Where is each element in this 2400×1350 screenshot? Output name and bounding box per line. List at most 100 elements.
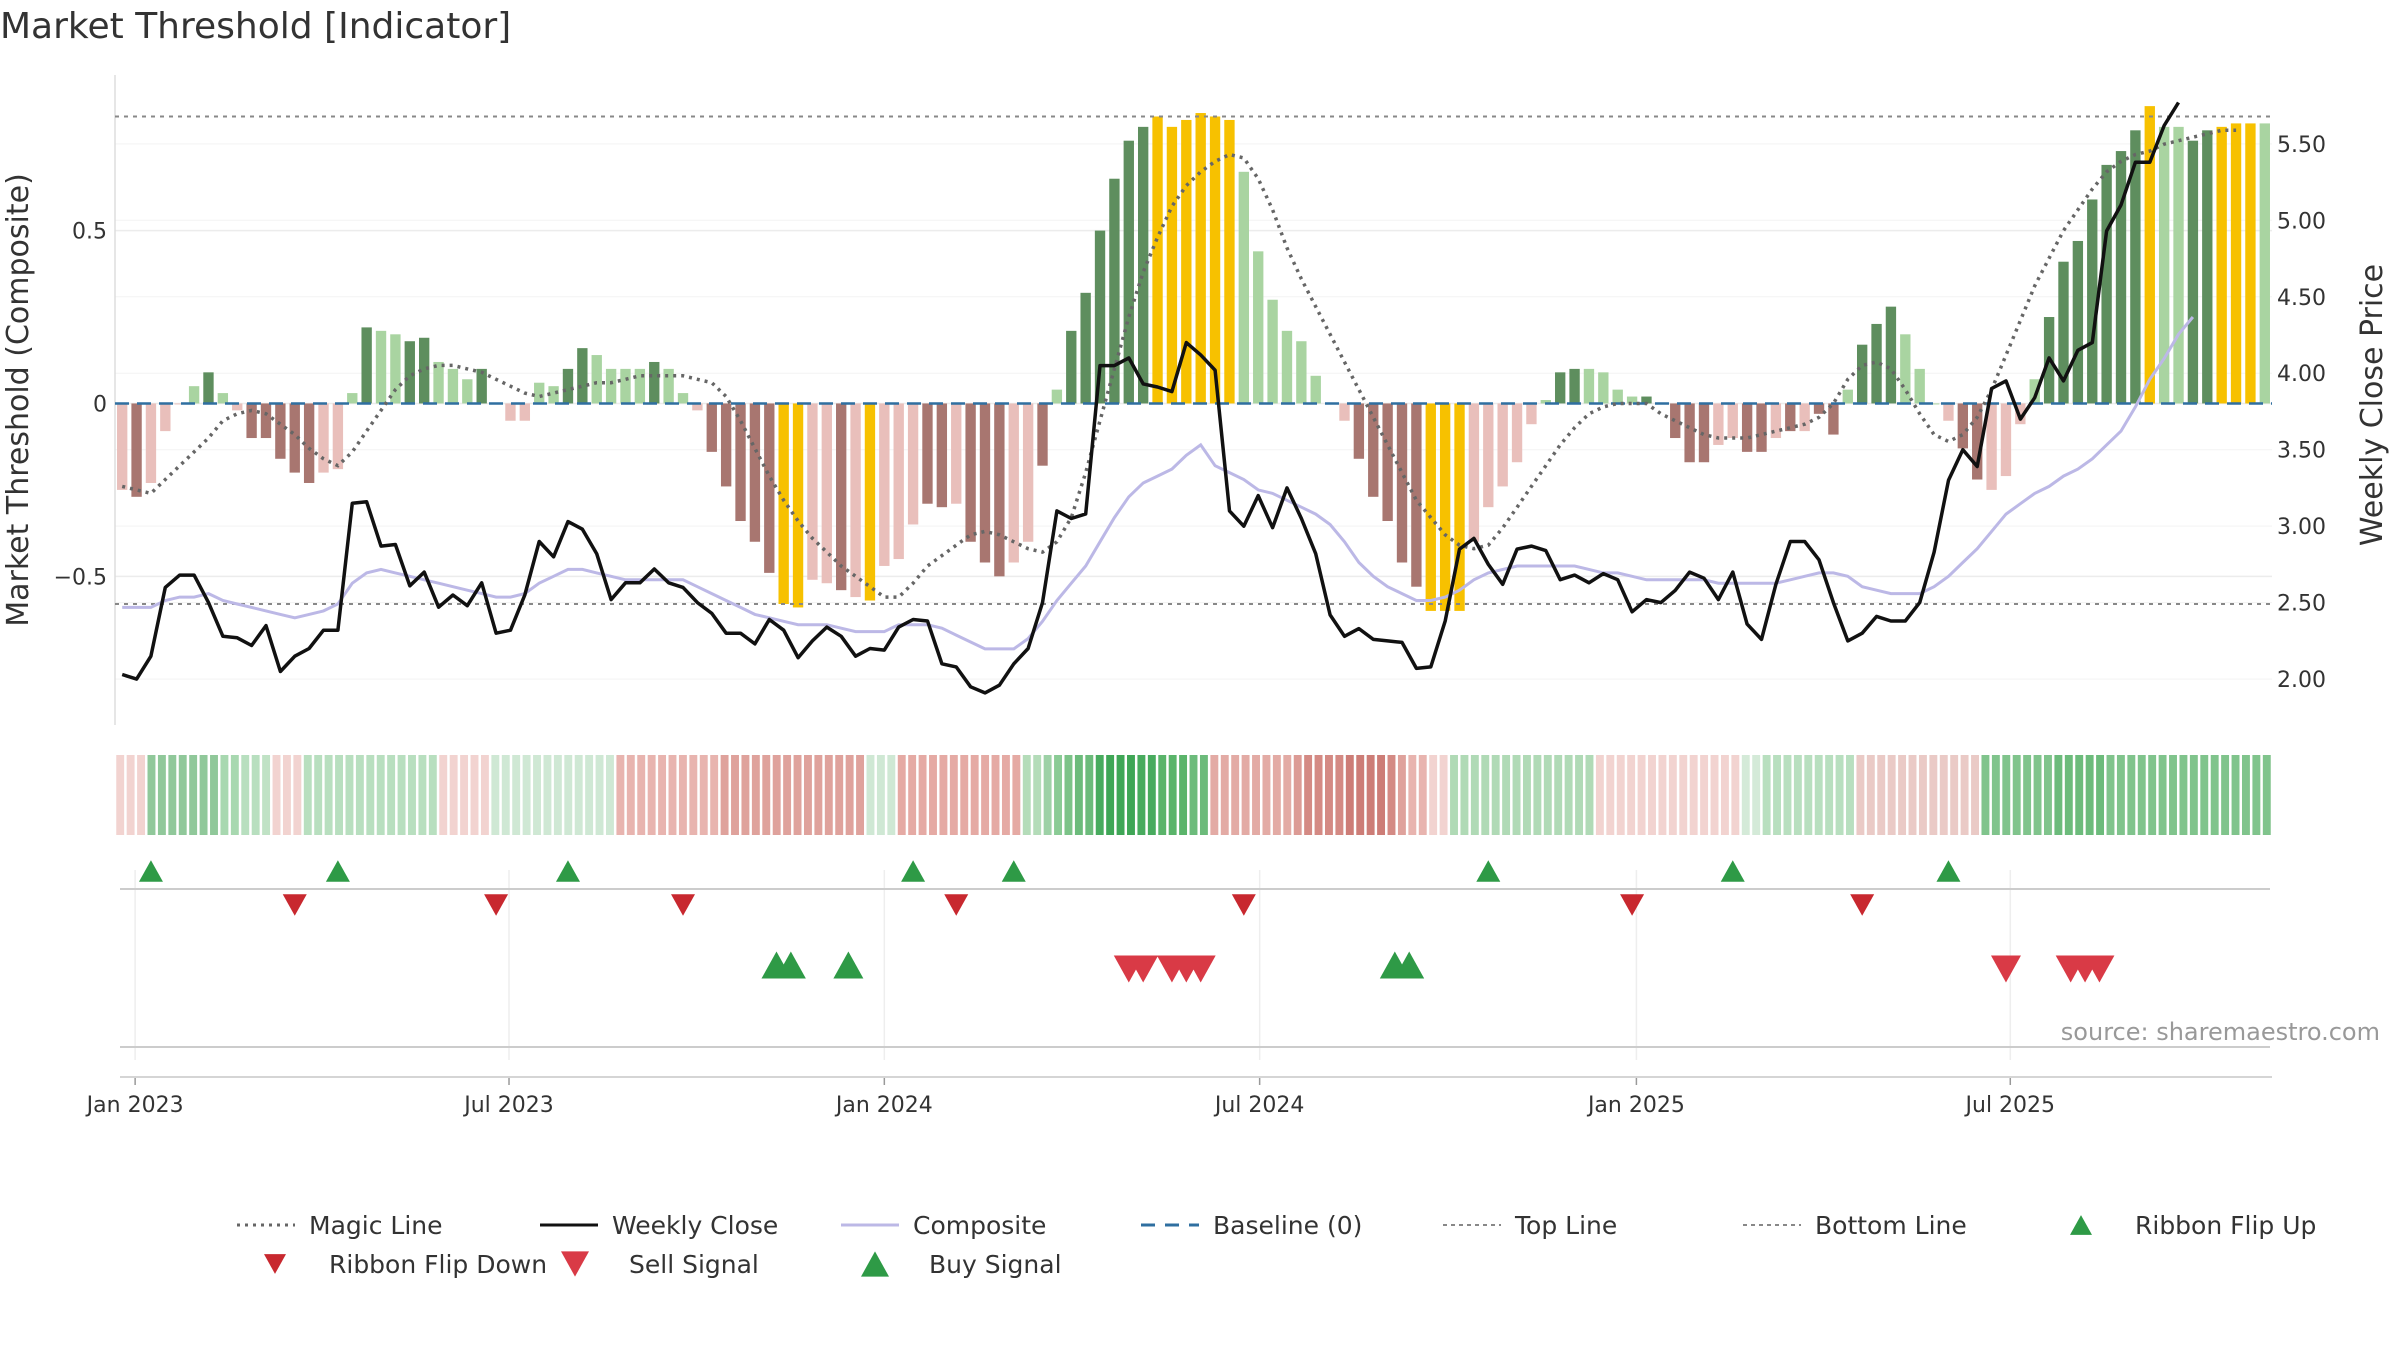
ribbon-cell (2106, 755, 2115, 835)
composite-bar (476, 368, 487, 404)
ribbon-cell (835, 755, 844, 835)
ribbon-cell (1700, 755, 1709, 835)
ribbon-cell (1252, 755, 1260, 835)
composite-bar (1051, 389, 1063, 404)
ribbon-cell (1168, 755, 1177, 835)
ribbon-flip-down-marker (944, 894, 969, 916)
composite-bar (1296, 341, 1307, 404)
ribbon-cell (2169, 755, 2177, 835)
ribbon-cell (408, 755, 416, 835)
ribbon-cell (856, 755, 865, 835)
ribbon-cell (2252, 755, 2261, 835)
composite-bar (303, 403, 315, 483)
ribbon-cell (345, 755, 354, 835)
ribbon-cell (1074, 755, 1083, 835)
composite-bar (1253, 251, 1264, 404)
legend-item: Ribbon Flip Down (264, 1250, 547, 1279)
y-axis-label: Market Threshold (Composite) (1, 173, 36, 627)
ribbon-cell (1929, 755, 1938, 835)
composite-bar (2029, 379, 2040, 404)
composite-bar (1123, 140, 1134, 404)
ribbon-cell (595, 755, 604, 835)
ribbon-cell (1637, 755, 1646, 835)
ribbon-cell (876, 755, 885, 835)
composite-bar (2187, 140, 2199, 404)
ribbon-cell (1564, 755, 1573, 835)
legend-item: Composite (841, 1211, 1046, 1240)
ribbon-cell (1043, 755, 1052, 835)
legend-item: Sell Signal (561, 1250, 759, 1279)
legend-label: Ribbon Flip Up (2135, 1211, 2316, 1240)
legend-swatch (561, 1251, 589, 1277)
ribbon-flip-down-marker (282, 894, 307, 916)
composite-bar (404, 341, 415, 404)
composite-bar (2087, 199, 2098, 404)
ribbon-cell (1616, 755, 1625, 835)
ribbon-cell (1439, 755, 1448, 835)
ribbon-cell (387, 755, 396, 835)
ribbon-cell (2085, 755, 2094, 835)
ribbon-flip-down-marker (1850, 894, 1875, 916)
ribbon-cell (2200, 755, 2209, 835)
y2-axis-label: Weekly Close Price (2355, 264, 2390, 546)
composite-bar (1900, 334, 1911, 404)
ribbon-cell (303, 755, 312, 835)
ribbon-cell (1668, 755, 1677, 835)
composite-bar (1238, 171, 1250, 404)
legend-label: Bottom Line (1815, 1211, 1967, 1240)
ribbon-cell (1387, 755, 1396, 835)
ribbon-cell (981, 755, 990, 835)
composite-bar (1626, 396, 1638, 404)
ribbon-cell (1325, 755, 1333, 835)
composite-bar (879, 403, 890, 566)
composite-bar (778, 403, 789, 604)
ribbon-cell (272, 755, 281, 835)
x-tick-label: Jan 2024 (834, 1093, 933, 1118)
ribbon-cell (1835, 755, 1844, 835)
ribbon-cell (553, 755, 562, 835)
ribbon-cell (1554, 755, 1563, 835)
composite-bar (275, 403, 286, 459)
composite-bar (433, 361, 444, 404)
composite-bar (1569, 368, 1580, 404)
composite-bar (332, 403, 344, 470)
ribbon-cell (220, 755, 229, 835)
ribbon-cell (1179, 755, 1188, 835)
composite-bar (979, 403, 991, 563)
ribbon-cell (866, 755, 875, 835)
composite-bar (634, 368, 646, 404)
legend-item: Magic Line (237, 1211, 443, 1240)
ribbon-cell (1335, 755, 1344, 835)
composite-bar (1166, 126, 1178, 404)
ribbon-cell (1397, 755, 1406, 835)
y2-tick-label: 3.50 (2277, 439, 2326, 464)
ribbon-cell (512, 755, 521, 835)
ribbon-cell (1887, 755, 1896, 835)
legend-swatch (264, 1254, 286, 1274)
composite-bar (649, 361, 660, 404)
composite-bar (2015, 403, 2026, 425)
ribbon-cell (470, 755, 479, 835)
ribbon-cell (1231, 755, 1240, 835)
ribbon-cell (647, 755, 656, 835)
ribbon-cell (210, 755, 218, 835)
composite-bar (1037, 403, 1048, 466)
ribbon-cell (897, 755, 906, 835)
ribbon-cell (710, 755, 719, 835)
composite-bar (447, 368, 459, 404)
ribbon-cell (1470, 755, 1479, 835)
composite-bar (677, 393, 689, 404)
composite-bar (1066, 330, 1077, 404)
ribbon-cell (262, 755, 271, 835)
ribbon-cell (1127, 755, 1135, 835)
composite-bar (1972, 403, 1983, 480)
ribbon-cell (2023, 755, 2032, 835)
ribbon-cell (1085, 755, 1094, 835)
ribbon-cell (731, 755, 739, 835)
buy-signal-marker (1394, 951, 1425, 979)
legend-label: Weekly Close (612, 1211, 778, 1240)
composite-bar (160, 403, 171, 432)
ribbon-cell (501, 755, 510, 835)
ribbon-cell (1450, 755, 1458, 835)
y2-tick-label: 2.00 (2277, 668, 2326, 693)
